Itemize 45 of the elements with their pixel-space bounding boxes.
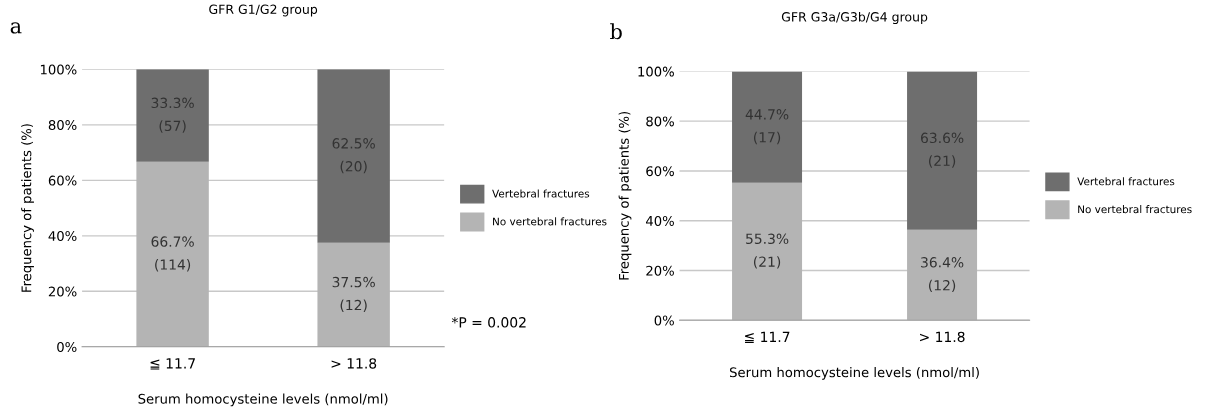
y-tick-label: 100%: [40, 64, 77, 75]
data-label: 37.5% (12): [332, 276, 375, 312]
data-label: 44.7% (17): [745, 109, 789, 145]
y-tick-label: 40%: [646, 215, 674, 226]
data-label: 63.6% (21): [920, 132, 964, 168]
bar: [136, 161, 209, 347]
data-label: 62.5% (20): [332, 138, 375, 174]
legend-label: Vertebral fractures: [492, 189, 590, 198]
y-tick-label: 0%: [57, 342, 77, 352]
x-tick-label: > 11.8: [920, 331, 965, 343]
data-label: 33.3% (57): [151, 97, 194, 133]
legend-label: Vertebral fractures: [1077, 177, 1175, 186]
y-tick-label: 60%: [48, 175, 77, 186]
chart-title: GFR G3a/G3b/G4 group: [781, 11, 928, 24]
text: *P = 0.002: [451, 317, 526, 328]
data-label: 55.3% (21): [746, 233, 789, 269]
y-tick-label: 80%: [48, 120, 77, 131]
y-tick-label: 60%: [646, 166, 674, 177]
bar: [907, 229, 978, 321]
legend-label: No vertebral fractures: [1078, 205, 1192, 214]
y-tick-label: 20%: [48, 286, 77, 297]
chart-title: GFR G1/G2 group: [209, 4, 318, 17]
y-axis-title: Frequency of patients (%): [618, 111, 632, 280]
y-tick-label: 100%: [638, 66, 674, 77]
bar: [732, 71, 803, 183]
x-tick-label: > 11.8: [331, 358, 377, 369]
text: b: [610, 23, 622, 40]
text: a: [10, 22, 22, 34]
bar: [317, 69, 390, 243]
data-label: 36.4% (12): [921, 257, 964, 293]
x-axis-title: Serum homocysteine levels (nmol/ml): [138, 393, 388, 407]
x-tick-label: ≦ 11.7: [150, 358, 195, 370]
y-tick-label: 0%: [654, 315, 674, 326]
data-label: 66.7% (114): [151, 236, 194, 272]
bar: [732, 182, 803, 321]
y-tick-label: 20%: [646, 265, 674, 276]
bar: [317, 242, 390, 347]
legend-label: No vertebral fractures: [493, 217, 607, 226]
x-axis-title: Serum homocysteine levels (nmol/ml): [729, 367, 979, 380]
bar: [136, 69, 209, 162]
y-tick-label: 80%: [646, 116, 674, 127]
y-axis-title: Frequency of patients (%): [21, 124, 34, 292]
x-tick-label: ≦ 11.7: [745, 331, 790, 344]
bar: [907, 71, 978, 230]
y-tick-label: 40%: [48, 231, 77, 242]
